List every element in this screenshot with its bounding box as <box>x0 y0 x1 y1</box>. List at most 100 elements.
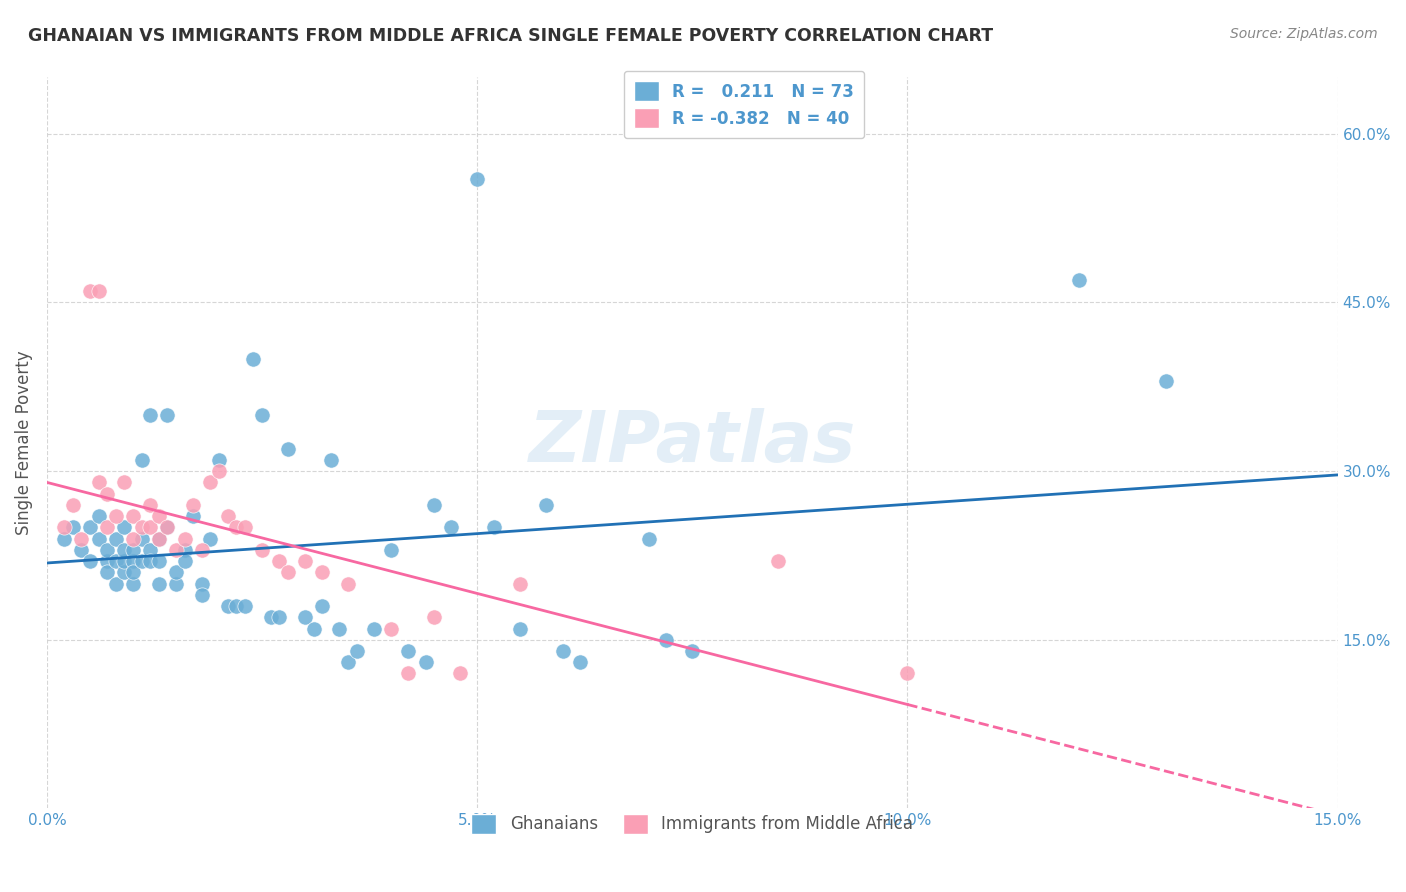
Text: ZIPatlas: ZIPatlas <box>529 409 856 477</box>
Legend: Ghanaians, Immigrants from Middle Africa: Ghanaians, Immigrants from Middle Africa <box>461 804 924 844</box>
Point <box>509 576 531 591</box>
Point <box>208 464 231 478</box>
Point <box>484 520 506 534</box>
Point <box>79 554 101 568</box>
Point <box>294 554 316 568</box>
Point <box>681 644 703 658</box>
Point <box>79 520 101 534</box>
Point <box>112 566 135 580</box>
Point <box>259 610 281 624</box>
Point <box>250 542 273 557</box>
Point <box>122 532 145 546</box>
Point <box>233 599 256 613</box>
Point <box>148 554 170 568</box>
Point <box>87 475 110 490</box>
Point <box>131 554 153 568</box>
Point <box>415 655 437 669</box>
Point <box>233 520 256 534</box>
Point <box>242 351 264 366</box>
Point <box>79 284 101 298</box>
Point <box>346 644 368 658</box>
Point <box>638 532 661 546</box>
Point <box>112 475 135 490</box>
Point <box>96 486 118 500</box>
Point <box>139 498 162 512</box>
Point <box>104 576 127 591</box>
Point <box>131 532 153 546</box>
Point <box>148 576 170 591</box>
Point <box>122 509 145 524</box>
Point <box>148 532 170 546</box>
Point <box>250 408 273 422</box>
Point <box>165 566 187 580</box>
Point <box>96 520 118 534</box>
Point <box>1154 374 1177 388</box>
Point <box>337 655 360 669</box>
Point <box>217 509 239 524</box>
Point <box>655 632 678 647</box>
Point <box>53 532 76 546</box>
Point <box>380 622 402 636</box>
Point <box>131 452 153 467</box>
Point <box>122 554 145 568</box>
Point <box>131 520 153 534</box>
Point <box>553 644 575 658</box>
Point <box>173 532 195 546</box>
Point <box>768 554 790 568</box>
Point <box>70 532 93 546</box>
Point <box>53 520 76 534</box>
Point <box>191 588 214 602</box>
Point <box>191 576 214 591</box>
Point <box>181 509 204 524</box>
Point <box>396 666 419 681</box>
Point <box>87 532 110 546</box>
Point <box>139 408 162 422</box>
Point <box>122 576 145 591</box>
Point <box>269 610 291 624</box>
Point <box>380 542 402 557</box>
Point <box>104 509 127 524</box>
Point <box>396 644 419 658</box>
Point <box>896 666 918 681</box>
Y-axis label: Single Female Poverty: Single Female Poverty <box>15 351 32 535</box>
Point <box>225 599 247 613</box>
Point <box>465 171 488 186</box>
Point <box>112 554 135 568</box>
Point <box>165 542 187 557</box>
Point <box>191 542 214 557</box>
Point <box>319 452 342 467</box>
Point <box>311 599 333 613</box>
Point <box>139 542 162 557</box>
Point <box>200 532 222 546</box>
Point <box>156 520 179 534</box>
Point <box>277 442 299 456</box>
Text: Source: ZipAtlas.com: Source: ZipAtlas.com <box>1230 27 1378 41</box>
Point <box>96 542 118 557</box>
Point <box>112 542 135 557</box>
Point <box>449 666 471 681</box>
Point <box>104 554 127 568</box>
Point <box>148 509 170 524</box>
Point <box>569 655 592 669</box>
Point <box>112 520 135 534</box>
Text: GHANAIAN VS IMMIGRANTS FROM MIDDLE AFRICA SINGLE FEMALE POVERTY CORRELATION CHAR: GHANAIAN VS IMMIGRANTS FROM MIDDLE AFRIC… <box>28 27 993 45</box>
Point <box>1069 273 1091 287</box>
Point <box>62 520 84 534</box>
Point <box>269 554 291 568</box>
Point <box>165 576 187 591</box>
Point <box>173 554 195 568</box>
Point <box>62 498 84 512</box>
Point <box>534 498 557 512</box>
Point <box>311 566 333 580</box>
Point <box>217 599 239 613</box>
Point <box>148 532 170 546</box>
Point <box>181 498 204 512</box>
Point <box>96 566 118 580</box>
Point <box>337 576 360 591</box>
Point <box>294 610 316 624</box>
Point <box>277 566 299 580</box>
Point <box>423 610 446 624</box>
Point <box>440 520 463 534</box>
Point <box>156 408 179 422</box>
Point <box>328 622 350 636</box>
